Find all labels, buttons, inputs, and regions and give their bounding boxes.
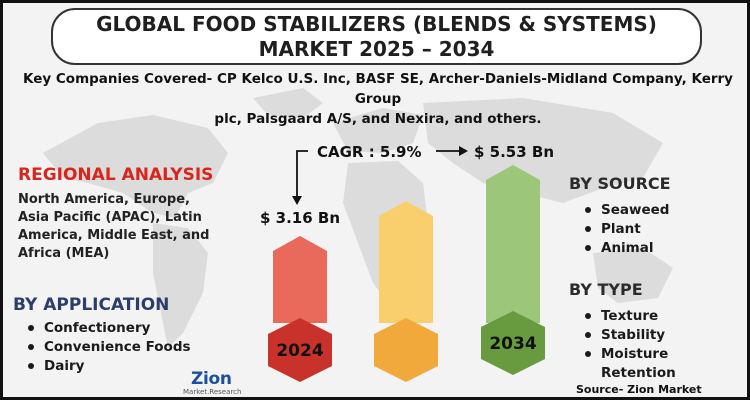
title-line-2: MARKET 2025 – 2034 [258,37,495,61]
title-line-1: GLOBAL FOOD STABILIZERS (BLENDS & SYSTEM… [96,12,657,36]
arrow-down-head [292,196,302,205]
companies-line-2: plc, Palsgaard A/S, and Nexira, and othe… [214,111,542,127]
growth-bars-graphic: 2024 2034 [268,146,545,382]
companies-line-1: Key Companies Covered- CP Kelco U.S. Inc… [23,71,733,107]
list-item: Convenience Foods [23,338,191,357]
bar-2034 [486,165,540,323]
region-line: America, Middle East, and [18,228,210,243]
year-2024-label: 2024 [276,341,323,361]
hex-2024 [268,318,332,382]
list-item: Confectionery [23,319,191,338]
type-list: Texture Stability Moisture Retention [580,307,747,383]
list-item: Moisture Retention [580,345,747,383]
application-list: Confectionery Convenience Foods Dairy [23,319,191,376]
cagr-label: CAGR : 5.9% [317,143,422,161]
source-list: Seaweed Plant Animal [580,201,669,258]
title-box: GLOBAL FOOD STABILIZERS (BLENDS & SYSTEM… [51,8,702,65]
by-application-heading: BY APPLICATION [13,295,170,315]
bar-middle [379,201,433,323]
bar-2024 [273,236,327,323]
list-item: Seaweed [580,201,669,220]
source-credit: Source- Zion Market Research [576,383,702,397]
list-item: Stability [580,326,747,345]
list-item: Animal [580,239,669,258]
region-line: North America, Europe, [18,192,190,207]
arrow-down-line [296,150,308,198]
region-line: Africa (MEA) [18,246,110,261]
regional-analysis-text: North America, Europe, Asia Pacific (APA… [18,191,246,263]
zion-logo-subtitle: Market.Research [183,388,242,396]
key-companies: Key Companies Covered- CP Kelco U.S. Inc… [11,69,745,129]
regional-analysis-heading: REGIONAL ANALYSIS [18,165,214,185]
list-item: Dairy [23,357,191,376]
start-value-label: $ 3.16 Bn [260,209,341,227]
year-2034-label: 2034 [489,334,536,354]
hex-2034 [481,311,545,375]
by-type-heading: BY TYPE [569,280,643,299]
list-item: Texture [580,307,747,326]
arrow-right-head [459,146,468,156]
region-line: Asia Pacific (APAC), Latin [18,210,202,225]
list-item: Plant [580,220,669,239]
zion-logo: Zion [191,369,232,389]
end-value-label: $ 5.53 Bn [474,143,555,161]
by-source-heading: BY SOURCE [569,174,671,193]
hex-middle [374,318,438,382]
